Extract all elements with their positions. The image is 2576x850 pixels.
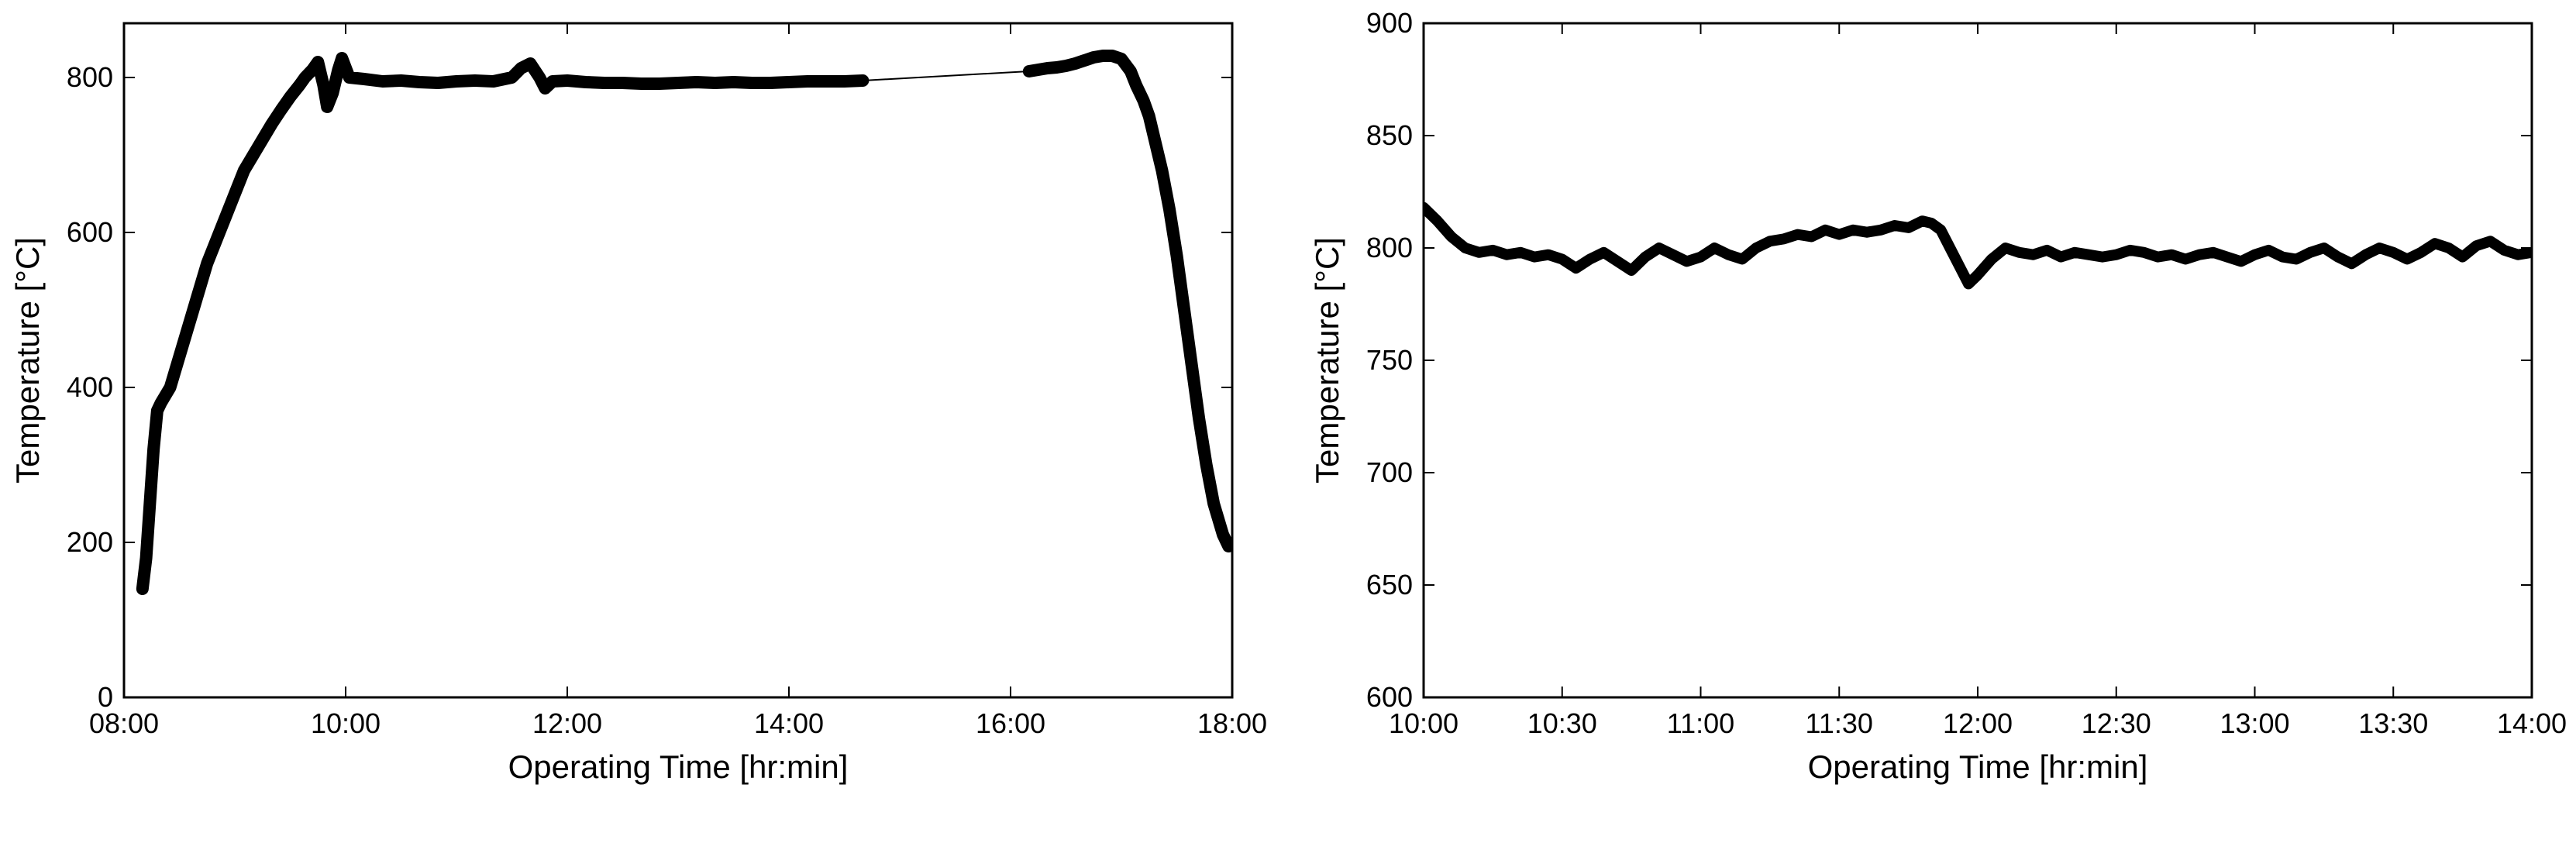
right-x-tick-label: 10:30	[1527, 707, 1597, 739]
right-x-tick-label: 11:30	[1806, 707, 1873, 739]
right-y-tick-label: 600	[1366, 681, 1413, 713]
right-panel: 10:0010:3011:0011:3012:0012:3013:0013:30…	[1300, 0, 2576, 850]
right-plot-border	[1424, 23, 2532, 697]
left-x-tick-label: 10:00	[311, 707, 381, 739]
left-series	[1029, 56, 1228, 546]
right-x-tick-label: 13:00	[2220, 707, 2289, 739]
right-y-tick-label: 700	[1366, 456, 1413, 488]
left-x-tick-label: 12:00	[532, 707, 602, 739]
right-x-tick-label: 13:30	[2358, 707, 2428, 739]
left-y-axis-label: Temperature [°C]	[9, 237, 46, 484]
left-series-thin	[863, 71, 1029, 81]
right-y-tick-label: 750	[1366, 344, 1413, 376]
right-svg: 10:0010:3011:0011:3012:0012:3013:0013:30…	[1300, 0, 2576, 850]
left-svg: 08:0010:0012:0014:0016:0018:000200400600…	[0, 0, 1276, 850]
left-x-tick-label: 18:00	[1197, 707, 1267, 739]
right-x-axis-label: Operating Time [hr:min]	[1808, 748, 2148, 785]
left-x-tick-label: 16:00	[976, 707, 1045, 739]
right-y-axis-label: Temperature [°C]	[1309, 237, 1345, 484]
figure: 08:0010:0012:0014:0016:0018:000200400600…	[0, 0, 2576, 850]
left-x-tick-label: 14:00	[754, 707, 824, 739]
right-y-tick-label: 850	[1366, 119, 1413, 151]
left-y-tick-label: 600	[67, 216, 113, 248]
left-y-tick-label: 0	[98, 681, 113, 713]
right-x-tick-label: 14:00	[2497, 707, 2567, 739]
right-x-tick-label: 11:00	[1667, 707, 1734, 739]
left-y-tick-label: 400	[67, 371, 113, 403]
left-y-tick-label: 200	[67, 526, 113, 558]
right-x-tick-label: 12:00	[1943, 707, 2013, 739]
left-panel: 08:0010:0012:0014:0016:0018:000200400600…	[0, 0, 1276, 850]
left-y-tick-label: 800	[67, 61, 113, 93]
right-y-tick-label: 800	[1366, 232, 1413, 263]
left-plot-border	[124, 23, 1232, 697]
right-x-tick-label: 12:30	[2082, 707, 2151, 739]
right-y-tick-label: 650	[1366, 569, 1413, 601]
right-series	[1424, 208, 2532, 284]
left-series	[143, 58, 863, 589]
right-y-tick-label: 900	[1366, 7, 1413, 39]
left-x-axis-label: Operating Time [hr:min]	[508, 748, 849, 785]
